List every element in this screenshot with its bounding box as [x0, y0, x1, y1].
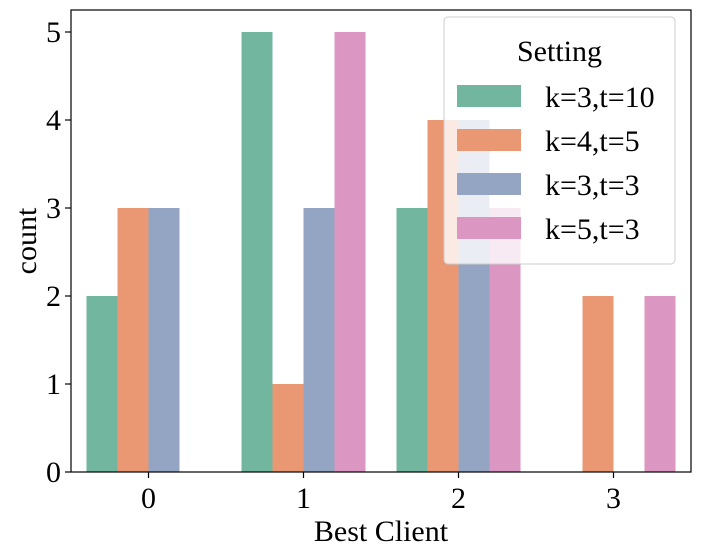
legend-swatch: [457, 85, 521, 107]
legend-box: [443, 16, 676, 265]
bars-layer: [86, 32, 676, 472]
legend-label: k=3,t=10: [545, 81, 655, 114]
bar-k-4-t-5-cat-0: [117, 208, 149, 472]
y-tick-label: 0: [46, 456, 61, 489]
legend-label: k=5,t=3: [545, 213, 640, 246]
legend-swatch: [457, 217, 521, 239]
x-tick-label: 2: [451, 482, 466, 515]
y-tick-label: 2: [46, 280, 61, 313]
y-tick-label: 5: [46, 16, 61, 49]
x-tick-label: 3: [606, 482, 621, 515]
legend-swatch: [457, 129, 521, 151]
bar-k-3-t-10-cat-2: [396, 208, 428, 472]
legend-swatch: [457, 173, 521, 195]
bar-k-4-t-5-cat-3: [582, 296, 614, 472]
bar-k-5-t-3-cat-1: [334, 32, 366, 472]
bar-k-4-t-5-cat-1: [272, 384, 304, 472]
bar-k-3-t-3-cat-1: [303, 208, 335, 472]
legend-title: Setting: [517, 35, 602, 68]
y-ticks: 0 1 2 3 4 5: [46, 16, 71, 489]
y-axis-label: count: [10, 207, 43, 274]
y-tick-label: 3: [46, 192, 61, 225]
y-tick-label: 1: [46, 368, 61, 401]
plot-frame: [70, 9, 692, 473]
y-tick-label: 4: [46, 104, 61, 137]
axes-layer: [70, 9, 692, 473]
bar-k-3-t-10-cat-1: [241, 32, 273, 472]
x-axis-label: Best Client: [314, 515, 449, 548]
x-tick-label: 1: [296, 482, 311, 515]
bar-k-3-t-3-cat-0: [148, 208, 180, 472]
bar-k-5-t-3-cat-3: [644, 296, 676, 472]
legend-label: k=3,t=3: [545, 169, 640, 202]
legend-label: k=4,t=5: [545, 125, 640, 158]
legend-items: k=3,t=10 k=4,t=5 k=3,t=3 k=5,t=3: [457, 81, 655, 246]
x-tick-label: 0: [141, 482, 156, 515]
bar-k-3-t-10-cat-0: [86, 296, 118, 472]
x-ticks: 0 1 2 3: [141, 472, 621, 515]
legend: Setting k=3,t=10 k=4,t=5 k=3,t=3 k=5,t=3: [443, 16, 676, 265]
